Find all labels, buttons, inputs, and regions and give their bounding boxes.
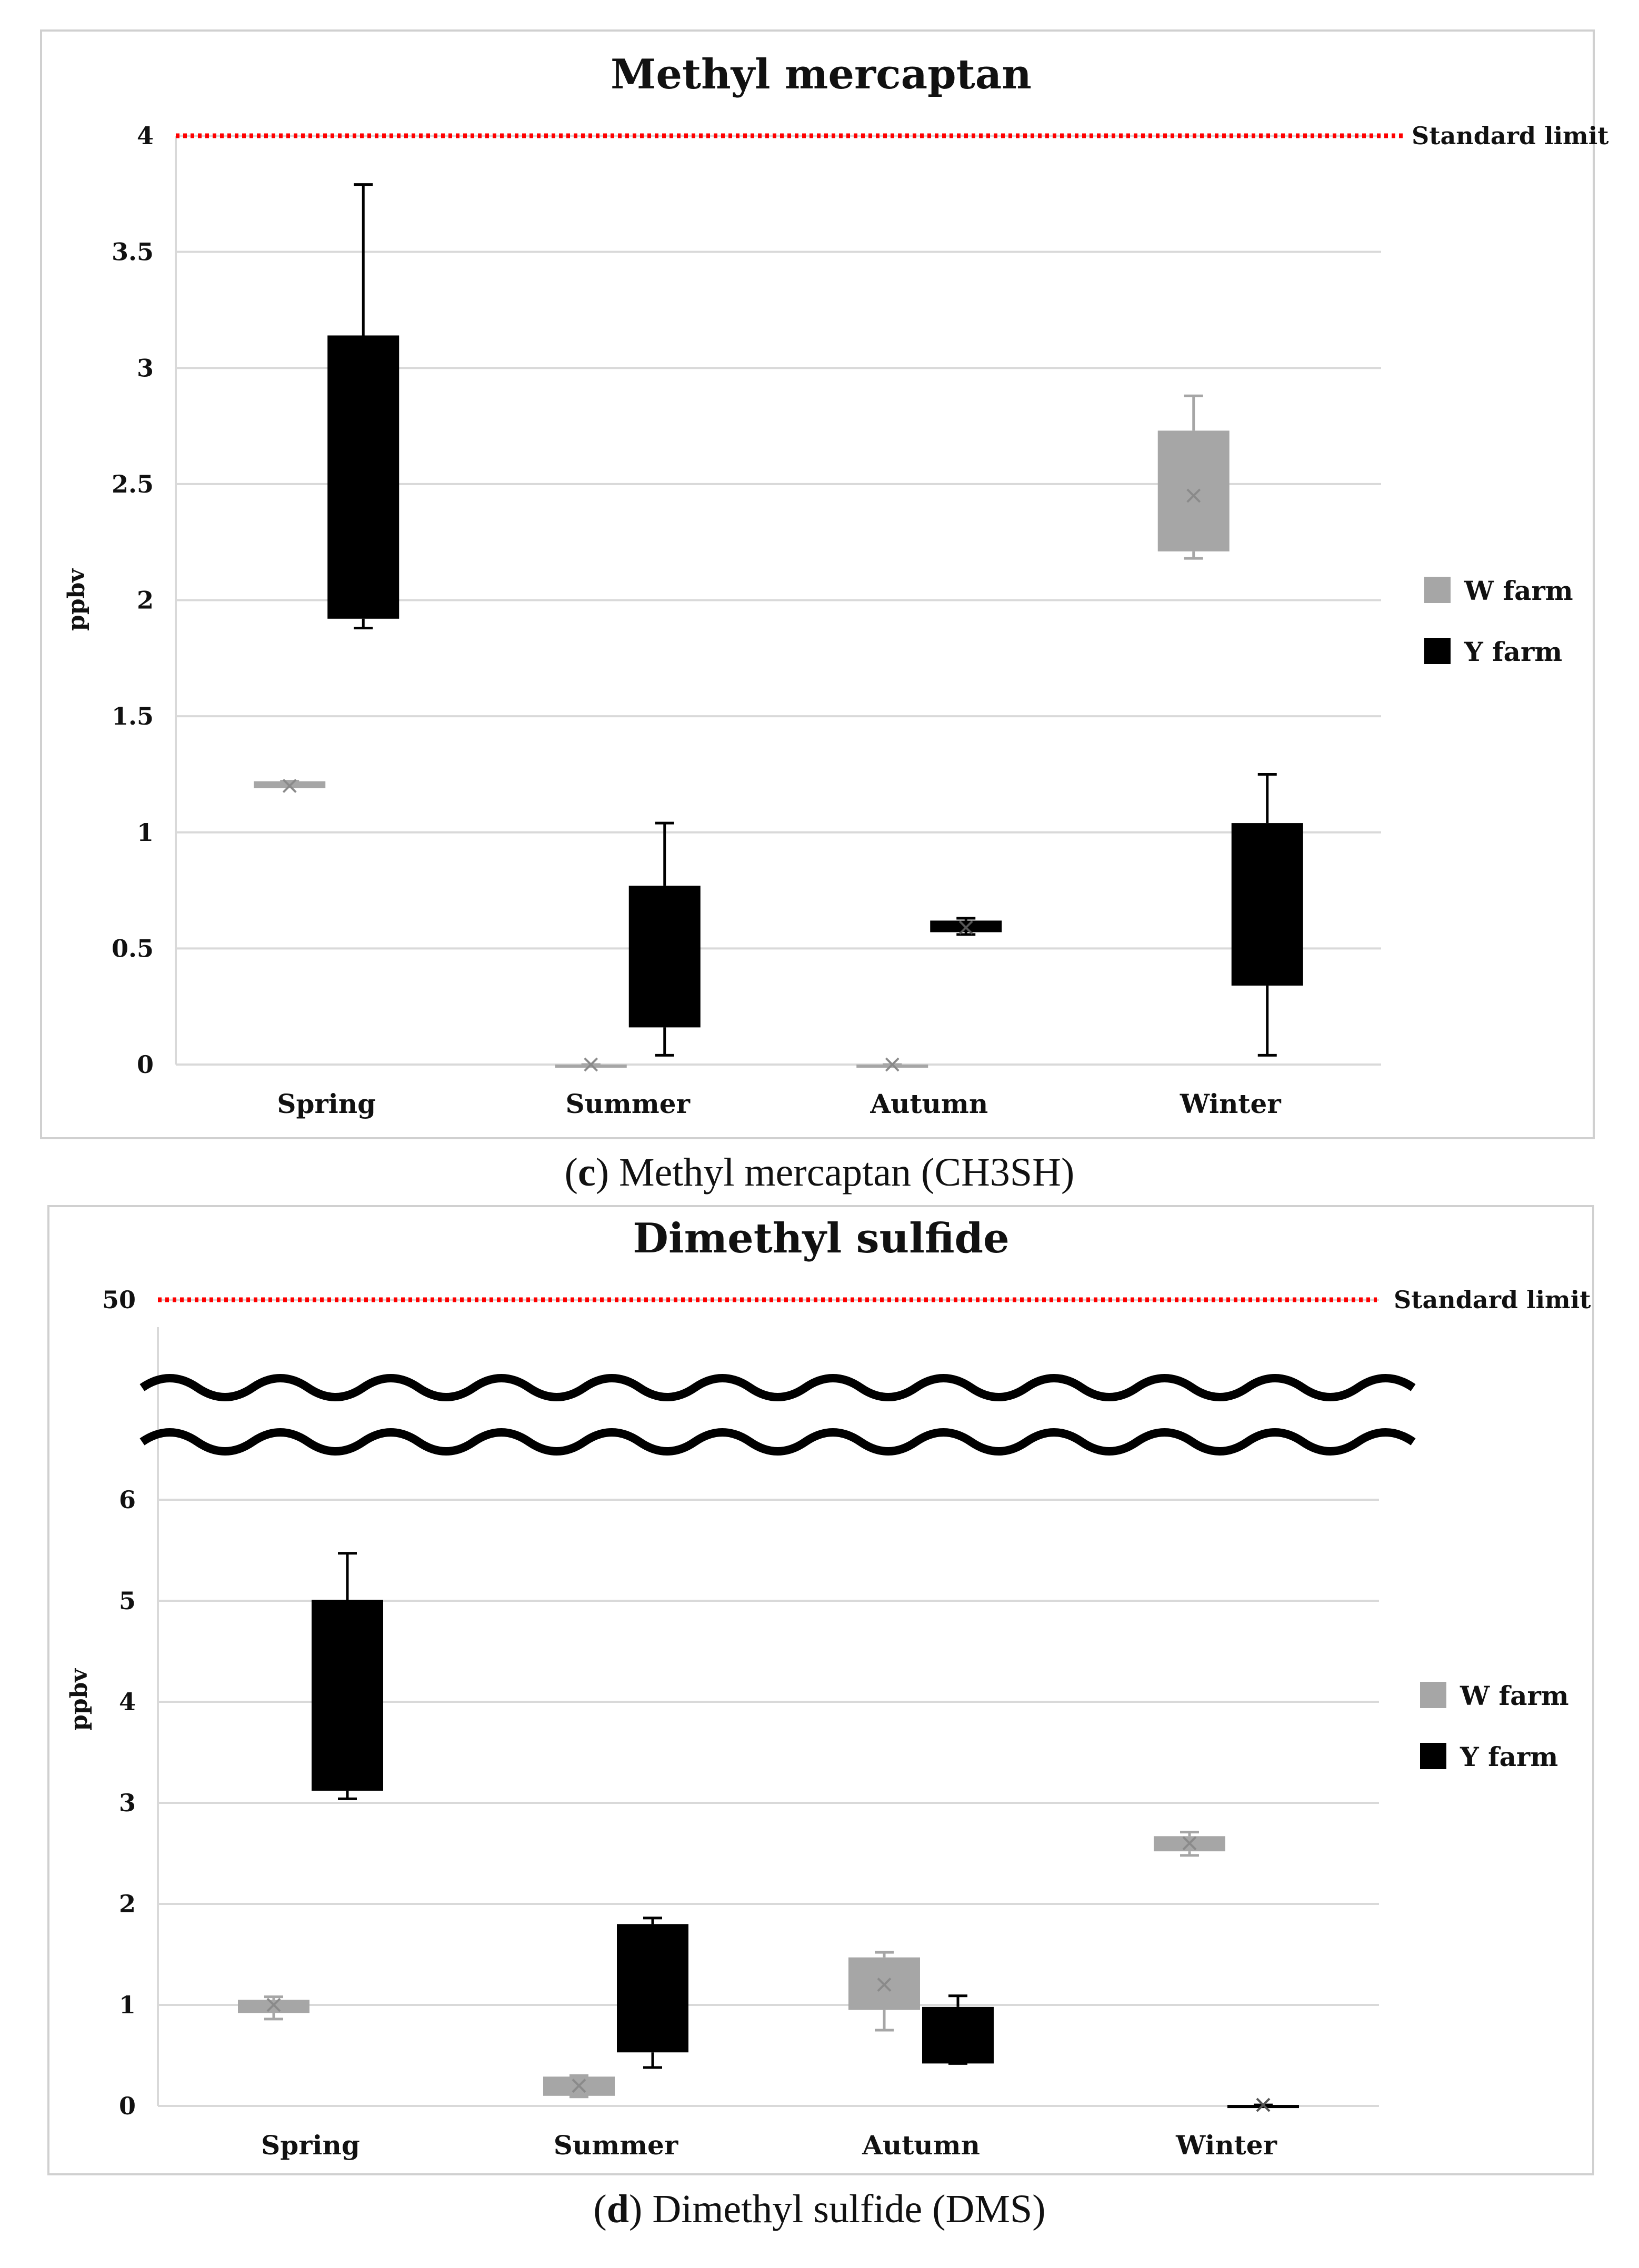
y-tick-label-4: 4 [137,122,154,150]
box-w-farm-winter [1157,430,1230,551]
axis-break-wave [139,1374,1416,1401]
y-tick-label-50: 50 [102,1286,136,1314]
y-tick-label-0: 0 [119,2092,136,2120]
axis-break-wave [139,1428,1416,1456]
box-w-farm-summer [555,1065,627,1068]
y-tick-label-3: 3 [119,1789,136,1817]
box-w-farm-autumn [856,1065,928,1068]
mean-marker-w-farm-winter [1182,1836,1197,1851]
mean-marker-w-farm-autumn [877,1978,892,1992]
y-tick-label-1-5: 1.5 [112,702,154,730]
box-y-farm-winter [1227,2105,1299,2109]
y-axis-label: ppbv [63,568,90,631]
x-tick-label-autumn: Autumn [870,1088,988,1119]
dimethyl-sulfide-chart: Dimethyl sulfide 0 1 2 3 4 5 6 ppbv 50 Standard li… [47,1205,1594,2175]
y-tick-label-6: 6 [119,1486,136,1514]
mean-marker-w-farm-spring [266,1998,281,2012]
x-tick-label-winter: Winter [1175,2130,1277,2161]
legend-label-w-farm: W farm [1464,575,1573,606]
mean-marker-w-farm-spring [282,779,297,793]
legend-label-w-farm: W farm [1460,1680,1569,1711]
y-tick-label-0: 0 [137,1050,154,1079]
y-tick-label-3: 3 [137,354,154,382]
box-y-farm-summer [628,886,701,1028]
mean-marker-w-farm-summer [572,2079,586,2093]
chart-frame [40,29,1595,1139]
x-tick-label-spring: Spring [277,1088,376,1119]
chart-title: Dimethyl sulfide [633,1215,1009,1262]
mean-marker-y-farm-autumn [951,2028,965,2043]
y-tick-label-1: 1 [137,818,154,847]
box-w-farm-spring [238,2000,309,2013]
box-y-farm-summer [617,1924,688,2053]
mean-marker-y-farm-spring [340,1684,355,1699]
y-tick-label-2: 2 [119,1890,136,1918]
mean-marker-w-farm-winter [1186,488,1201,503]
y-axis-label: ppbv [66,1668,93,1731]
standard-limit-label: Standard limit [1394,1286,1591,1314]
mean-marker-y-farm-winter [1256,2098,1271,2112]
mean-marker-w-farm-summer [584,1057,598,1072]
legend-swatch-y-farm [1424,638,1451,664]
legend-label-y-farm: Y farm [1460,1741,1558,1772]
legend-label-y-farm: Y farm [1464,636,1562,667]
x-tick-label-summer: Summer [554,2130,678,2161]
chart-title: Methyl mercaptan [611,51,1032,98]
box-y-farm-spring [327,335,399,619]
caption-d: (d) Dimethyl sulfide (DMS) [593,2187,1046,2231]
y-tick-label-5: 5 [119,1587,136,1615]
legend-swatch-w-farm [1420,1682,1446,1708]
legend-swatch-w-farm [1424,577,1451,603]
mean-marker-y-farm-summer [645,1978,660,1992]
y-tick-label-2: 2 [137,586,154,615]
y-tick-label-4: 4 [119,1688,136,1716]
x-tick-label-spring: Spring [261,2130,360,2161]
y-tick-label-1: 1 [119,1991,136,2019]
mean-marker-y-farm-spring [356,454,371,468]
mean-marker-y-farm-winter [1260,895,1275,909]
x-tick-label-summer: Summer [566,1088,691,1119]
box-y-farm-spring [312,1600,383,1791]
y-tick-label-2-5: 2.5 [112,470,154,498]
y-tick-label-3-5: 3.5 [112,238,154,266]
methyl-mercaptan-chart: Methyl mercaptan 0 0.5 1 1.5 2 2.5 3 3.5 4 ppbv Sta… [40,29,1609,1139]
x-tick-label-autumn: Autumn [862,2130,980,2161]
x-tick-label-winter: Winter [1180,1088,1282,1119]
legend-swatch-y-farm [1420,1743,1446,1769]
mean-marker-y-farm-summer [657,941,672,956]
mean-marker-w-farm-autumn [885,1057,900,1072]
mean-marker-y-farm-autumn [958,920,973,935]
y-tick-label-0-5: 0.5 [112,934,154,962]
caption-c: (c) Methyl mercaptan (CH3SH) [564,1150,1075,1195]
standard-limit-label: Standard limit [1412,122,1609,150]
box-y-farm-winter [1231,823,1303,986]
chart-frame [47,1205,1594,2175]
